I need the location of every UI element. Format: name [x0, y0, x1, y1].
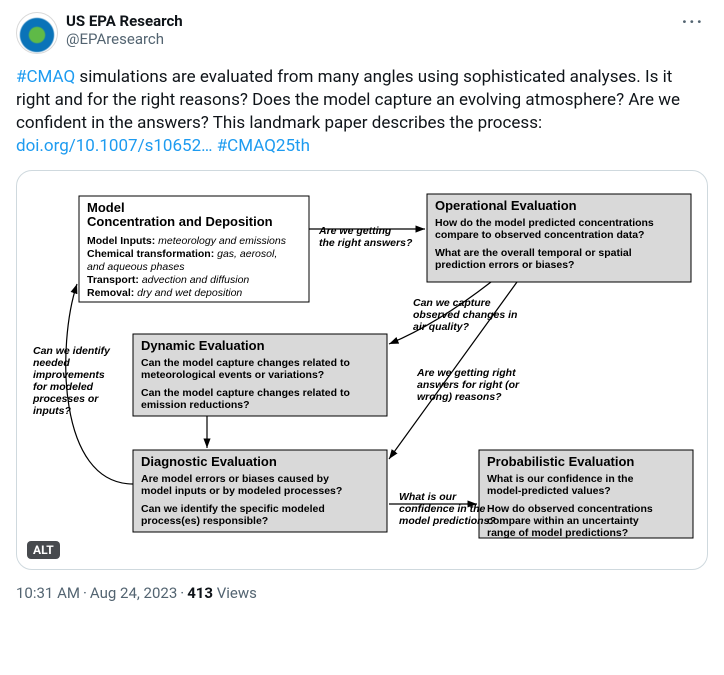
svg-text:How do observed concentrations: How do observed concentrations: [487, 503, 653, 515]
user-block[interactable]: US EPA Research @EPAresearch: [66, 12, 670, 48]
svg-text:compare to observed concentrat: compare to observed concentration data?: [435, 229, 644, 241]
avatar[interactable]: [16, 12, 58, 54]
svg-text:Transport: advection and diffu: Transport: advection and diffusion: [87, 274, 249, 286]
svg-text:and aqueous phases: and aqueous phases: [87, 261, 185, 273]
tweet-text: #CMAQ simulations are evaluated from man…: [16, 66, 708, 158]
svg-text:Operational Evaluation: Operational Evaluation: [435, 198, 577, 213]
svg-text:Model: Model: [87, 200, 125, 215]
svg-text:Can the model capture changes: Can the model capture changes related to: [141, 357, 350, 369]
views-count: 413: [187, 584, 213, 602]
svg-text:What are the overall temporal: What are the overall temporal or spatial: [435, 247, 632, 259]
svg-text:model inputs or by modeled pro: model inputs or by modeled processes?: [141, 485, 342, 497]
svg-text:the right answers?: the right answers?: [319, 237, 413, 249]
author-handle: @EPAresearch: [66, 30, 670, 48]
hashtag-link[interactable]: #CMAQ: [16, 67, 75, 87]
author-name: US EPA Research: [66, 12, 670, 30]
svg-text:Are we getting: Are we getting: [318, 225, 392, 237]
svg-text:Probabilistic Evaluation: Probabilistic Evaluation: [487, 454, 634, 469]
tweet-time[interactable]: 10:31 AM: [16, 584, 80, 602]
diagram: ModelConcentration and Deposition Model I…: [17, 171, 707, 569]
svg-text:Dynamic Evaluation: Dynamic Evaluation: [141, 338, 265, 353]
svg-text:Can we capture: Can we capture: [413, 297, 491, 309]
svg-text:Chemical transformation: gas,: Chemical transformation: gas, aerosol,: [87, 248, 277, 260]
svg-text:model-predicted values?: model-predicted values?: [487, 485, 611, 497]
svg-text:inputs?: inputs?: [33, 405, 71, 417]
svg-text:range of model predictions?: range of model predictions?: [487, 527, 628, 539]
svg-text:Can we identify the specific m: Can we identify the specific modeled: [141, 503, 325, 515]
svg-text:Model Inputs: meteorology and: Model Inputs: meteorology and emissions: [87, 235, 287, 247]
svg-text:wrong) reasons?: wrong) reasons?: [417, 391, 502, 403]
svg-text:air quality?: air quality?: [413, 321, 470, 333]
svg-text:Removal: dry and wet depositio: Removal: dry and wet deposition: [87, 287, 242, 299]
tweet-date[interactable]: Aug 24, 2023: [90, 584, 177, 602]
views-label: Views: [213, 584, 257, 602]
svg-text:emission reductions?: emission reductions?: [141, 399, 250, 411]
svg-text:How do the model predicted con: How do the model predicted concentration…: [435, 217, 654, 229]
svg-text:Are we getting right: Are we getting right: [416, 367, 516, 379]
svg-text:for modeled: for modeled: [33, 381, 94, 393]
svg-text:What is our: What is our: [399, 491, 457, 503]
svg-text:Concentration and Deposition: Concentration and Deposition: [87, 214, 273, 229]
alt-badge[interactable]: ALT: [27, 541, 60, 559]
svg-text:processes or: processes or: [32, 393, 99, 405]
svg-text:improvements: improvements: [33, 369, 105, 381]
svg-text:compare within an uncertainty: compare within an uncertainty: [487, 515, 639, 527]
svg-text:observed changes in: observed changes in: [413, 309, 517, 321]
tweet-meta: 10:31 AM·Aug 24, 2023·413 Views: [16, 584, 708, 602]
svg-text:Diagnostic Evaluation: Diagnostic Evaluation: [141, 454, 277, 469]
tweet-header: US EPA Research @EPAresearch ···: [16, 12, 708, 54]
svg-text:confidence in the: confidence in the: [399, 503, 486, 515]
svg-text:Can the model capture changes: Can the model capture changes related to: [141, 387, 350, 399]
svg-text:What is our confidence in the: What is our confidence in the: [487, 473, 634, 485]
svg-text:Can we identify: Can we identify: [33, 345, 111, 357]
hashtag-link[interactable]: #CMAQ25th: [217, 136, 310, 156]
svg-text:prediction errors or biases?: prediction errors or biases?: [435, 259, 574, 271]
svg-text:meteorological events or varia: meteorological events or variations?: [141, 369, 324, 381]
more-icon[interactable]: ···: [678, 12, 708, 33]
svg-text:answers for right (or: answers for right (or: [417, 379, 520, 391]
svg-text:model predictions?: model predictions?: [399, 515, 496, 527]
svg-text:Are model errors or biases cau: Are model errors or biases caused by: [141, 473, 329, 485]
svg-text:process(es) responsible?: process(es) responsible?: [141, 515, 268, 527]
text-segment: simulations are evaluated from many angl…: [16, 67, 680, 133]
media-image[interactable]: ModelConcentration and Deposition Model I…: [16, 170, 708, 570]
external-link[interactable]: doi.org/10.1007/s10652…: [16, 136, 213, 156]
tweet: US EPA Research @EPAresearch ··· #CMAQ s…: [0, 0, 724, 614]
svg-text:needed: needed: [33, 357, 70, 369]
